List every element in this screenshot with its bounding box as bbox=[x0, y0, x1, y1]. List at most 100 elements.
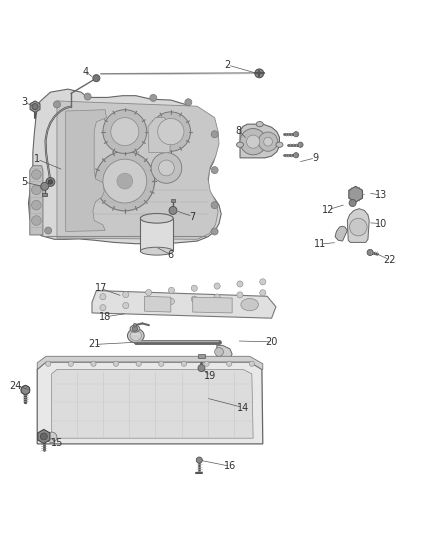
Circle shape bbox=[191, 285, 198, 291]
Circle shape bbox=[185, 99, 192, 106]
Circle shape bbox=[100, 304, 106, 311]
Circle shape bbox=[45, 227, 52, 234]
Text: 14: 14 bbox=[237, 402, 249, 413]
Polygon shape bbox=[37, 356, 263, 369]
Ellipse shape bbox=[130, 325, 140, 332]
Polygon shape bbox=[217, 345, 232, 361]
Circle shape bbox=[68, 361, 74, 366]
Text: 9: 9 bbox=[312, 153, 318, 163]
Text: 17: 17 bbox=[95, 284, 107, 293]
Polygon shape bbox=[92, 290, 276, 318]
Polygon shape bbox=[38, 430, 50, 443]
Circle shape bbox=[214, 283, 220, 289]
Circle shape bbox=[103, 110, 147, 154]
Circle shape bbox=[123, 303, 129, 309]
Polygon shape bbox=[30, 166, 43, 235]
Circle shape bbox=[40, 433, 47, 440]
Text: 5: 5 bbox=[21, 177, 27, 187]
Ellipse shape bbox=[140, 214, 173, 223]
Text: 22: 22 bbox=[384, 255, 396, 265]
Ellipse shape bbox=[130, 331, 141, 341]
Circle shape bbox=[240, 128, 266, 155]
Circle shape bbox=[191, 296, 198, 302]
Circle shape bbox=[211, 131, 218, 138]
Circle shape bbox=[132, 326, 138, 332]
Circle shape bbox=[150, 94, 157, 101]
Circle shape bbox=[214, 294, 220, 300]
Circle shape bbox=[84, 93, 91, 100]
Polygon shape bbox=[30, 101, 40, 112]
Ellipse shape bbox=[237, 142, 244, 147]
Circle shape bbox=[255, 69, 264, 78]
Circle shape bbox=[350, 219, 367, 236]
Circle shape bbox=[46, 432, 57, 442]
Text: 12: 12 bbox=[322, 205, 335, 215]
Polygon shape bbox=[21, 385, 30, 395]
Polygon shape bbox=[28, 89, 221, 244]
Text: 8: 8 bbox=[236, 126, 242, 136]
Circle shape bbox=[103, 159, 147, 203]
Circle shape bbox=[249, 361, 254, 366]
Circle shape bbox=[32, 185, 41, 195]
Polygon shape bbox=[335, 226, 347, 241]
Circle shape bbox=[168, 287, 174, 293]
Circle shape bbox=[158, 118, 184, 145]
Circle shape bbox=[95, 151, 155, 211]
Polygon shape bbox=[347, 209, 369, 243]
Circle shape bbox=[91, 361, 96, 366]
Ellipse shape bbox=[140, 247, 173, 255]
Bar bbox=[140, 219, 173, 251]
Circle shape bbox=[196, 457, 202, 463]
Polygon shape bbox=[66, 110, 106, 231]
Circle shape bbox=[117, 173, 133, 189]
Polygon shape bbox=[193, 297, 232, 313]
Ellipse shape bbox=[127, 329, 144, 343]
Text: 6: 6 bbox=[168, 249, 174, 260]
Text: 3: 3 bbox=[21, 97, 27, 107]
Bar bbox=[198, 354, 205, 358]
Circle shape bbox=[53, 101, 60, 108]
Circle shape bbox=[198, 365, 205, 372]
Circle shape bbox=[21, 386, 30, 394]
Circle shape bbox=[168, 298, 174, 304]
Circle shape bbox=[226, 361, 232, 366]
Circle shape bbox=[145, 301, 152, 306]
Circle shape bbox=[133, 324, 137, 327]
Circle shape bbox=[159, 361, 164, 366]
Text: 13: 13 bbox=[375, 190, 387, 200]
Circle shape bbox=[237, 281, 243, 287]
Polygon shape bbox=[52, 369, 253, 438]
Circle shape bbox=[264, 138, 272, 146]
Circle shape bbox=[111, 118, 139, 146]
Circle shape bbox=[260, 279, 266, 285]
Ellipse shape bbox=[276, 142, 283, 147]
Circle shape bbox=[293, 132, 299, 137]
Circle shape bbox=[32, 169, 41, 179]
Ellipse shape bbox=[241, 298, 258, 311]
Text: 24: 24 bbox=[9, 381, 21, 391]
Polygon shape bbox=[349, 187, 363, 202]
Polygon shape bbox=[145, 296, 171, 312]
Text: 2: 2 bbox=[225, 60, 231, 70]
Circle shape bbox=[293, 152, 299, 158]
Circle shape bbox=[32, 200, 41, 210]
Text: 1: 1 bbox=[34, 154, 40, 164]
Bar bbox=[42, 193, 47, 196]
Circle shape bbox=[349, 199, 356, 206]
Text: 4: 4 bbox=[82, 67, 88, 77]
Text: 20: 20 bbox=[265, 337, 278, 347]
Circle shape bbox=[136, 361, 141, 366]
Circle shape bbox=[367, 249, 373, 255]
Bar bbox=[171, 199, 175, 201]
Circle shape bbox=[151, 152, 182, 183]
Text: 18: 18 bbox=[99, 312, 111, 322]
Circle shape bbox=[215, 348, 223, 356]
Circle shape bbox=[247, 135, 260, 148]
Circle shape bbox=[32, 216, 41, 225]
Circle shape bbox=[93, 75, 100, 82]
Circle shape bbox=[46, 177, 55, 187]
Polygon shape bbox=[37, 362, 263, 444]
Text: 10: 10 bbox=[375, 219, 387, 229]
Text: 19: 19 bbox=[204, 371, 216, 381]
Circle shape bbox=[123, 292, 129, 297]
